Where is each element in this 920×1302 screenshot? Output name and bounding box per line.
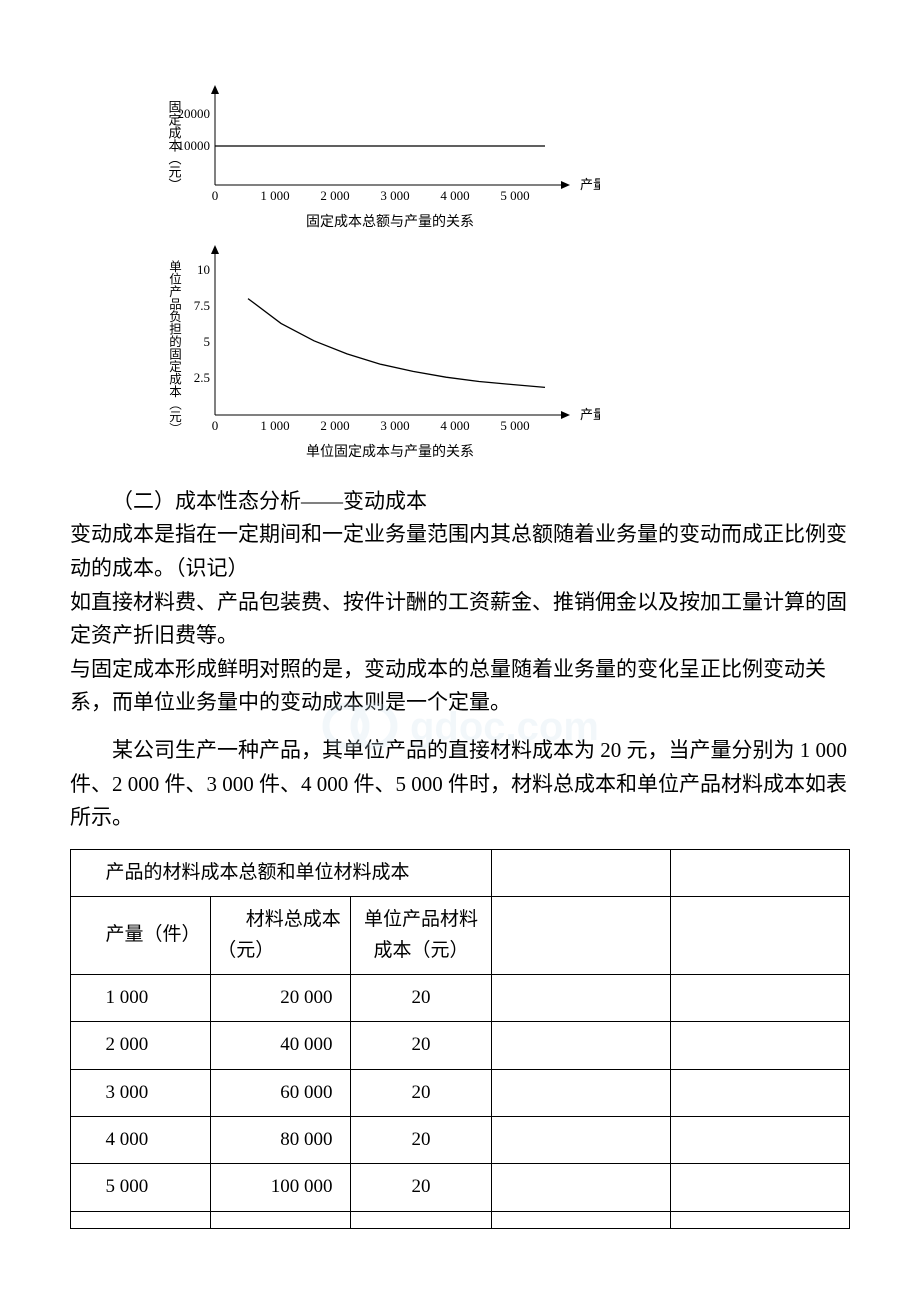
table-col-blank-2 [670,897,849,975]
chart1-xtick-2: 2 000 [320,188,349,203]
chart2-xtick-3: 3 000 [380,418,409,433]
chart1-xtick-3: 3 000 [380,188,409,203]
material-cost-table: 产品的材料成本总额和单位材料成本 产量（件） 材料总成本（元） 单位产品材料成本… [70,849,850,1229]
table-cell [351,1211,491,1228]
chart2-xlabel: 产量（件） [580,407,600,422]
chart1-ytick-1: 10000 [178,138,211,153]
section-heading: （二）成本性态分析——变动成本 [70,485,850,519]
chart2-yaxis-arrow [211,245,219,254]
chart1-caption: 固定成本总额与产量的关系 [200,212,580,234]
section-p2: 如直接材料费、产品包装费、按件计酬的工资薪金、推销佣金以及按加工量计算的固定资产… [70,586,850,653]
section-p3: 与固定成本形成鲜明对照的是，变动成本的总量随着业务量的变化呈正比例变动关系，而单… [70,653,850,720]
chart2-xtick-4: 4 000 [440,418,469,433]
chart2-xtick-1: 1 000 [260,418,289,433]
chart1-svg: 固定成本（元） 10000 20000 0 1 000 2 000 3 000 … [160,80,600,210]
table-cell [670,1117,849,1164]
chart1-xtick-0: 0 [212,188,219,203]
example-intro-block: 某公司生产一种产品，其单位产品的直接材料成本为 20 元，当产量分别为 1 00… [70,734,850,835]
table-cell [491,1164,670,1211]
chart2-ytick-2: 5 [204,334,211,349]
table-row: 3 00060 00020 [71,1069,850,1116]
charts-container: 固定成本（元） 10000 20000 0 1 000 2 000 3 000 … [160,80,850,465]
table-cell: 1 000 [71,974,211,1021]
table-cell [491,974,670,1021]
table-row: 2 00040 00020 [71,1022,850,1069]
chart2-xtick-0: 0 [212,418,219,433]
chart1-xtick-5: 5 000 [500,188,529,203]
table-title-row: 产品的材料成本总额和单位材料成本 [71,849,850,896]
table-cell: 3 000 [71,1069,211,1116]
section-variable-cost: （二）成本性态分析——变动成本 变动成本是指在一定期间和一定业务量范围内其总额随… [70,485,850,720]
table-cell: 20 000 [211,974,351,1021]
table-title-blank-1 [491,849,670,896]
chart-fixed-cost-unit: 单位产品负担的固定成本（元） 2.5 5 7.5 10 0 1 000 2 00… [160,240,600,464]
chart2-xtick-5: 5 000 [500,418,529,433]
example-intro: 某公司生产一种产品，其单位产品的直接材料成本为 20 元，当产量分别为 1 00… [70,734,850,835]
chart1-xtick-1: 1 000 [260,188,289,203]
chart2-xaxis-arrow [561,411,570,419]
table-cell [670,974,849,1021]
table-cell [491,1117,670,1164]
chart-fixed-cost-total: 固定成本（元） 10000 20000 0 1 000 2 000 3 000 … [160,80,600,234]
chart2-xtick-2: 2 000 [320,418,349,433]
table-cell: 2 000 [71,1022,211,1069]
chart2-ytick-1: 2.5 [194,370,210,385]
chart1-xtick-4: 4 000 [440,188,469,203]
table-row: 4 00080 00020 [71,1117,850,1164]
table-cell [670,1069,849,1116]
table-row: 1 00020 00020 [71,974,850,1021]
table-row [71,1211,850,1228]
table-cell: 20 [351,1117,491,1164]
table-cell [670,1164,849,1211]
table-cell: 5 000 [71,1164,211,1211]
table-cell [491,1022,670,1069]
chart1-ytick-2: 20000 [178,106,211,121]
table-cell [670,1022,849,1069]
table-col-3: 单位产品材料成本（元） [351,897,491,975]
table-cell [71,1211,211,1228]
table-cell [670,1211,849,1228]
table-cell: 100 000 [211,1164,351,1211]
table-cell [211,1211,351,1228]
chart2-ytick-3: 7.5 [194,298,210,313]
table-row: 5 000100 00020 [71,1164,850,1211]
table-cell: 60 000 [211,1069,351,1116]
chart2-caption: 单位固定成本与产量的关系 [200,442,580,464]
table-cell: 20 [351,1022,491,1069]
chart1-yaxis-arrow [211,85,219,94]
section-p1: 变动成本是指在一定期间和一定业务量范围内其总额随着业务量的变动而成正比例变动的成… [70,518,850,585]
table-title: 产品的材料成本总额和单位材料成本 [71,849,492,896]
table-cell: 40 000 [211,1022,351,1069]
table-cell: 80 000 [211,1117,351,1164]
table-cell: 4 000 [71,1117,211,1164]
chart2-ytick-4: 10 [197,262,210,277]
table-cell: 20 [351,1164,491,1211]
chart2-curve [248,299,545,388]
table-col-2: 材料总成本（元） [211,897,351,975]
chart2-svg: 单位产品负担的固定成本（元） 2.5 5 7.5 10 0 1 000 2 00… [160,240,600,440]
chart1-xaxis-arrow [561,181,570,189]
table-cell [491,1211,670,1228]
table-col-blank-1 [491,897,670,975]
table-cell: 20 [351,974,491,1021]
chart1-xlabel: 产量（件） [580,177,600,192]
table-cell [491,1069,670,1116]
table-col-1: 产量（件） [71,897,211,975]
table-header-row: 产量（件） 材料总成本（元） 单位产品材料成本（元） [71,897,850,975]
table-title-blank-2 [670,849,849,896]
table-cell: 20 [351,1069,491,1116]
chart2-ylabel: 单位产品负担的固定成本（元） [167,260,181,435]
